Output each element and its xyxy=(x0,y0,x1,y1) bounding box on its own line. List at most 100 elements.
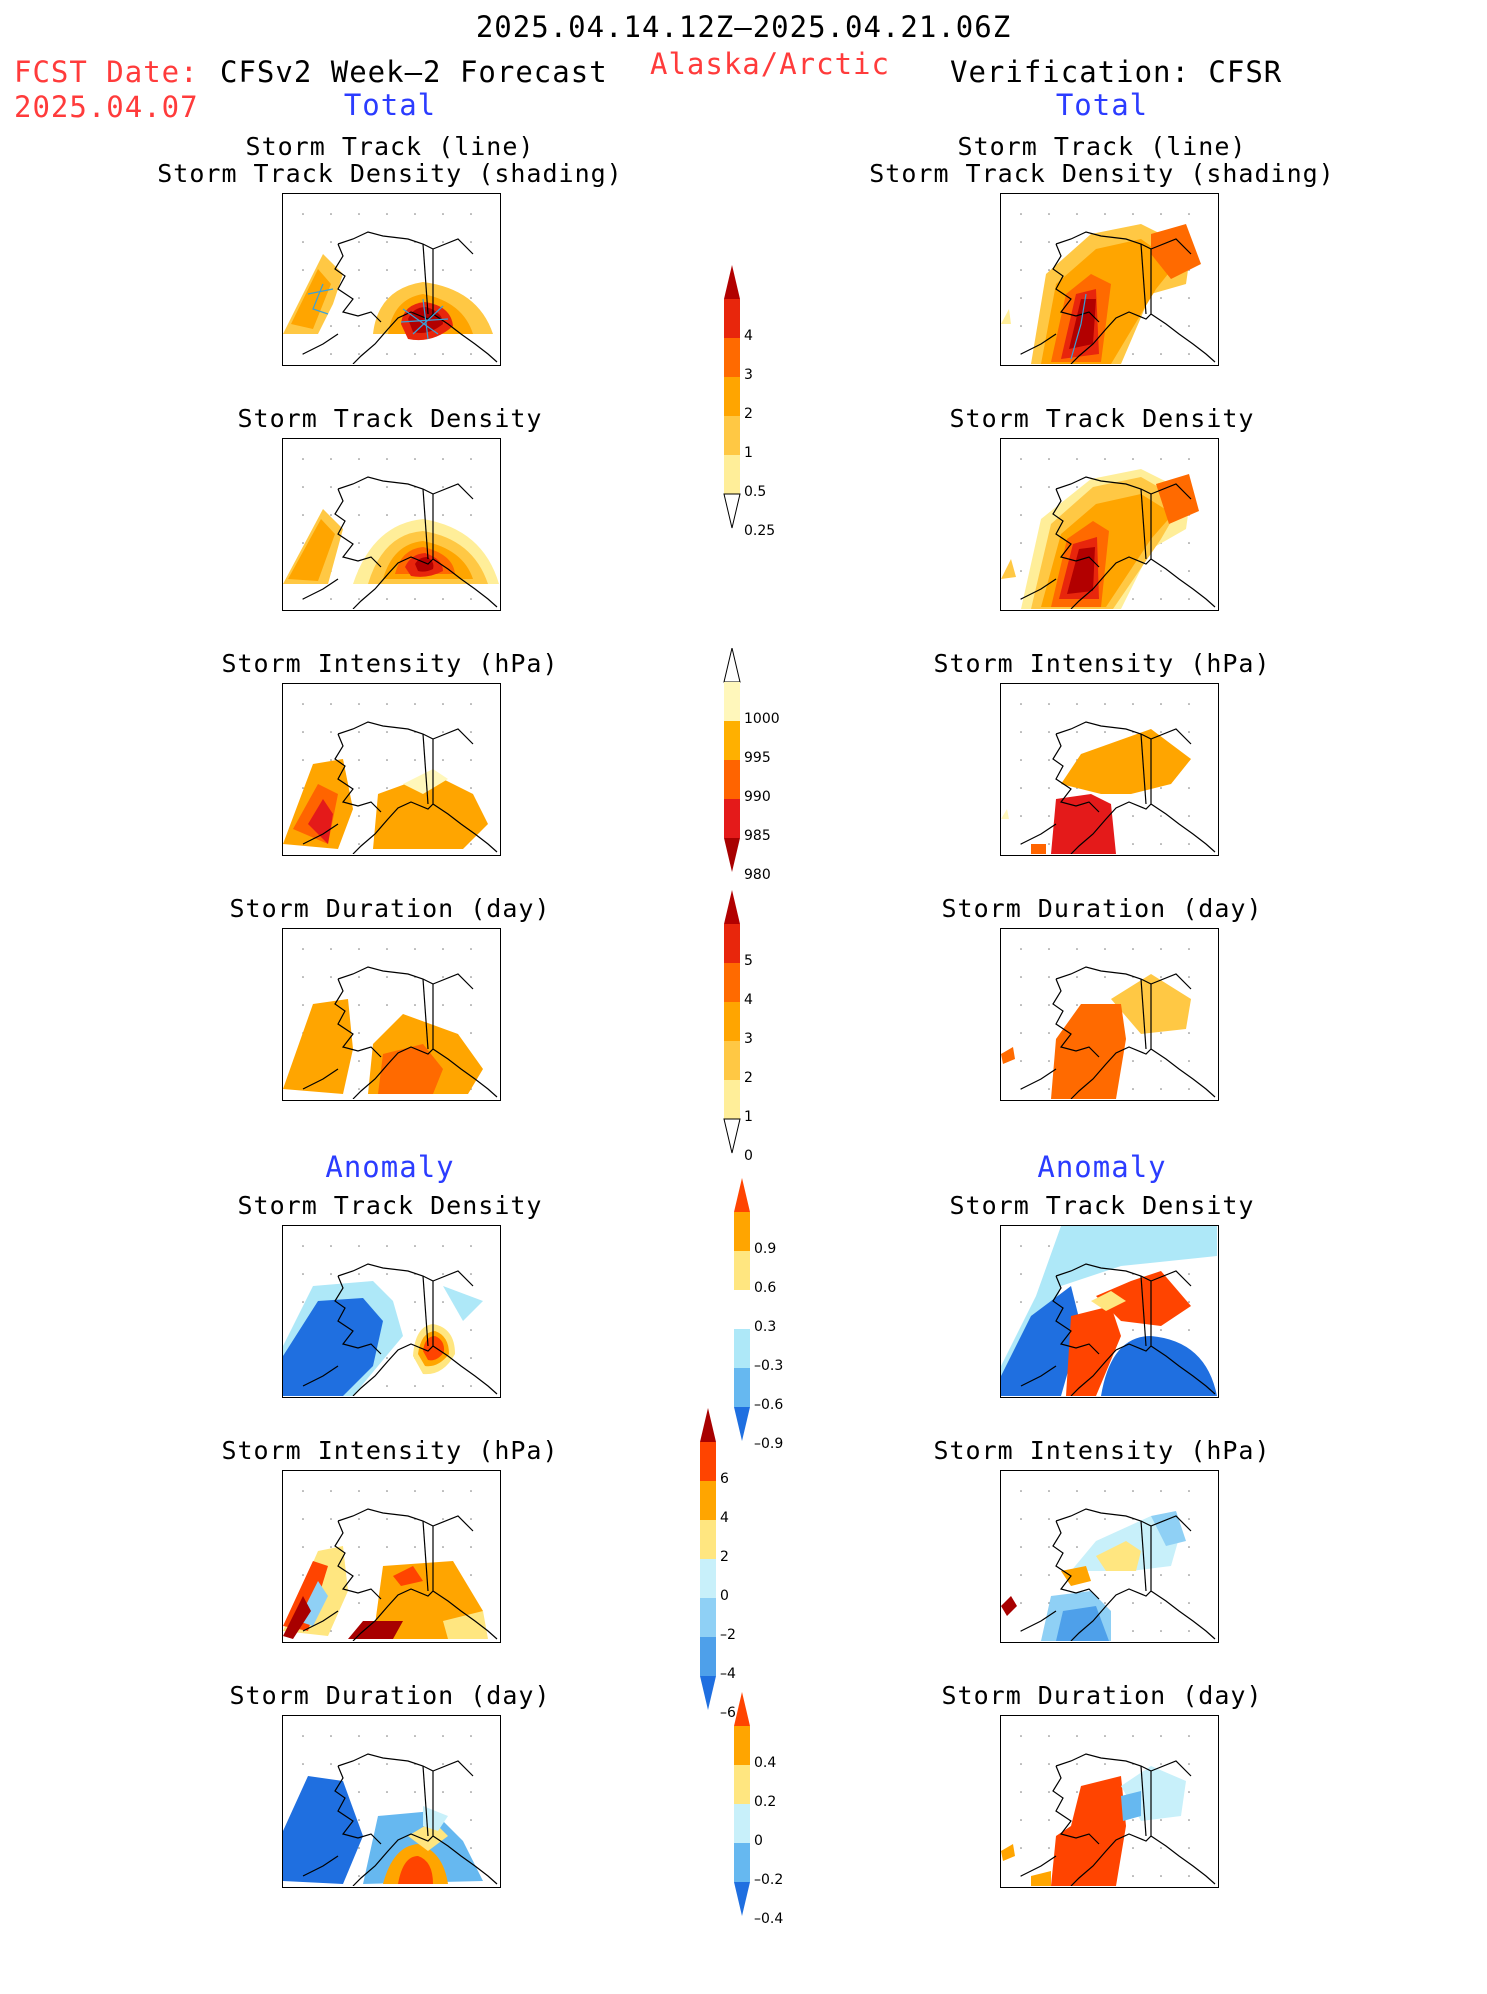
grid-dot xyxy=(1020,787,1022,789)
grid-dot xyxy=(1160,213,1162,215)
grid-dot xyxy=(358,976,360,978)
grid-dot xyxy=(1020,1791,1022,1793)
border-line xyxy=(422,1520,429,1592)
grid-dot xyxy=(1076,213,1078,215)
grid-dot xyxy=(1188,1301,1190,1303)
shaded-region xyxy=(1151,1511,1186,1546)
grid-dot xyxy=(386,1735,388,1737)
grid-dot xyxy=(1020,703,1022,705)
colorbar-tick-label: 1 xyxy=(744,1109,753,1125)
grid-dot xyxy=(358,241,360,243)
grid-dot xyxy=(442,1273,444,1275)
shaded-region xyxy=(1001,1286,1081,1396)
date-range-title: 2025.04.14.12Z–2025.04.21.06Z xyxy=(475,10,1012,44)
grid-dot xyxy=(1076,1546,1078,1548)
grid-dot xyxy=(358,1847,360,1849)
coastline-aleutians xyxy=(302,1068,339,1090)
grid-dot xyxy=(1160,731,1162,733)
shaded-region xyxy=(1001,1047,1015,1064)
coastline-aleutians xyxy=(1020,823,1057,845)
grid-dot xyxy=(470,976,472,978)
grid-dot xyxy=(302,486,304,488)
coastline-canada xyxy=(1150,728,1192,745)
coastline-aleutians xyxy=(302,333,339,355)
shaded-region xyxy=(1056,1606,1109,1641)
map-canvas xyxy=(1001,948,1216,1099)
grid-dot xyxy=(1076,486,1078,488)
grid-dot xyxy=(1160,353,1162,355)
colorbar-tick-label: –0.2 xyxy=(754,1872,784,1888)
colorbar-segment xyxy=(700,1559,716,1598)
grid-dot xyxy=(330,1735,332,1737)
grid-dot xyxy=(1020,269,1022,271)
grid-dot xyxy=(1048,458,1050,460)
grid-dot xyxy=(386,514,388,516)
grid-dot xyxy=(1020,731,1022,733)
grid-dot xyxy=(1076,241,1078,243)
grid-dot xyxy=(442,703,444,705)
grid-dot xyxy=(330,759,332,761)
storm-track-line xyxy=(1070,293,1087,360)
grid-dot xyxy=(386,297,388,299)
colorbar-tick-label: 0.6 xyxy=(754,1280,777,1296)
coastline-canada xyxy=(432,728,474,745)
grid-dot xyxy=(1188,1847,1190,1849)
coastline-aleutians xyxy=(1020,1855,1057,1877)
grid-dot xyxy=(1020,1518,1022,1520)
grid-dot xyxy=(1132,843,1134,845)
grid-dot xyxy=(302,976,304,978)
grid-dot xyxy=(358,486,360,488)
map-canvas xyxy=(1001,1735,1216,1886)
grid-dot xyxy=(414,1791,416,1793)
colorbar-segment xyxy=(734,1329,750,1368)
coastline-aleutians xyxy=(1020,1610,1057,1632)
grid-dot xyxy=(1020,1602,1022,1604)
colorbar-segment xyxy=(724,338,740,377)
grid-dot xyxy=(1188,976,1190,978)
grid-dot xyxy=(442,486,444,488)
grid-dot xyxy=(1020,948,1022,950)
colorbar-segment xyxy=(734,1290,750,1329)
colorbar-top-arrow xyxy=(724,265,740,299)
colorbar-bottom-arrow xyxy=(734,1407,750,1441)
colorbar-top-arrow xyxy=(723,648,741,683)
grid-dot xyxy=(470,241,472,243)
grid-dot xyxy=(1188,570,1190,572)
grid-dot xyxy=(1188,1735,1190,1737)
map-canvas xyxy=(283,1245,498,1396)
colorbar-segment xyxy=(700,1520,716,1559)
coastline-panhandle xyxy=(432,1590,498,1640)
coastline-panhandle xyxy=(432,313,498,363)
left-track-shading-title: Storm Track Density (shading) xyxy=(157,159,623,188)
colorbar-top-arrow xyxy=(700,1408,716,1442)
colorbar-segment xyxy=(724,760,740,799)
colorbar-segment xyxy=(700,1481,716,1520)
map-canvas xyxy=(283,703,498,854)
grid-dot xyxy=(358,1602,360,1604)
border-line xyxy=(422,488,429,560)
coastline-canada xyxy=(1150,1515,1192,1532)
grid-dot xyxy=(302,731,304,733)
shaded-region xyxy=(1031,844,1046,854)
grid-dot xyxy=(302,787,304,789)
shaded-region xyxy=(1051,1004,1126,1099)
grid-dot xyxy=(358,1490,360,1492)
border-line xyxy=(422,243,429,315)
shaded-region xyxy=(348,1621,403,1639)
grid-dot xyxy=(1104,1273,1106,1275)
right-track-shading-title: Storm Track Density (shading) xyxy=(869,159,1335,188)
grid-dot xyxy=(1104,1602,1106,1604)
grid-dot xyxy=(358,213,360,215)
border-line xyxy=(422,733,429,805)
coastline-panhandle xyxy=(432,1048,498,1098)
shaded-region xyxy=(443,1286,483,1321)
grid-dot xyxy=(386,1490,388,1492)
grid-dot xyxy=(1048,486,1050,488)
coastline-aleutians xyxy=(302,823,339,845)
right-column-title: Verification: CFSR xyxy=(950,55,1283,89)
shaded-region xyxy=(1091,1291,1126,1311)
grid-dot xyxy=(470,486,472,488)
shaded-region xyxy=(1151,224,1201,279)
grid-dot xyxy=(470,948,472,950)
border-line xyxy=(422,978,429,1050)
